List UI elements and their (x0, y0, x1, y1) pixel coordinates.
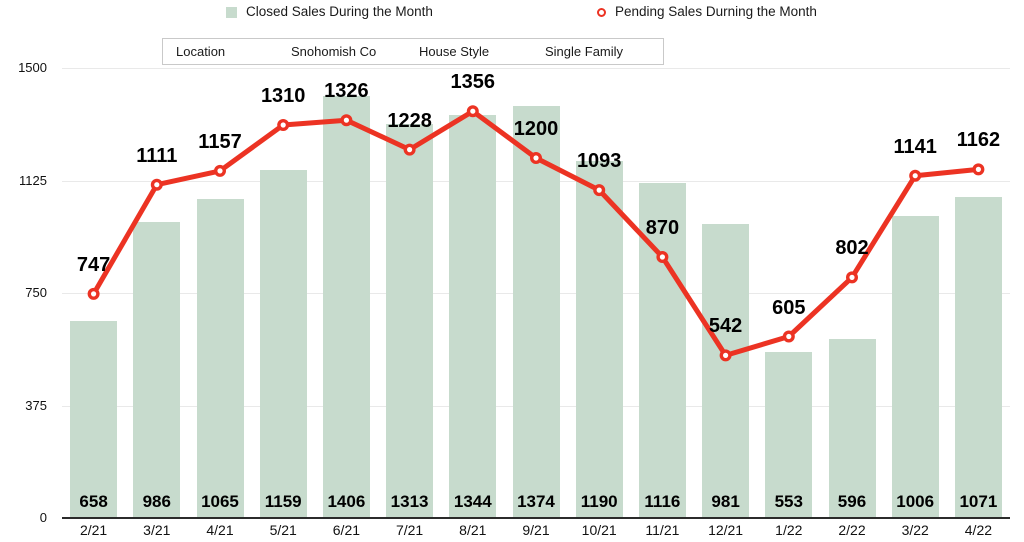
legend-item-closed-sales: Closed Sales During the Month (226, 3, 433, 21)
x-tick-label: 1/22 (775, 522, 803, 538)
bar (196, 198, 244, 518)
bar-value-label: 1190 (580, 492, 618, 511)
line-point-label: 1228 (387, 109, 432, 132)
line-point-label: 1326 (324, 80, 369, 103)
bar-value-label: 1344 (453, 492, 492, 511)
line-point-label: 1200 (513, 118, 559, 140)
line-point-label: 605 (772, 296, 806, 319)
bar-value-label: 1406 (327, 492, 366, 511)
x-tick-label: 3/22 (901, 522, 929, 538)
bar-value-label: 986 (142, 492, 171, 511)
y-tick-label: 1500 (18, 60, 47, 75)
bar (133, 222, 181, 518)
bar-value-label: 596 (837, 492, 867, 511)
legend-item-pending-sales: Pending Sales Durning the Month (597, 3, 817, 21)
legend-label-closed-sales: Closed Sales During the Month (246, 4, 433, 19)
x-axis-line (62, 517, 1010, 519)
line-point-label: 1310 (260, 85, 306, 107)
x-tick-label: 4/21 (206, 522, 234, 538)
line-point-label: 802 (835, 237, 869, 260)
bar (70, 320, 118, 518)
line-point-marker (972, 163, 985, 176)
x-tick-label: 4/22 (964, 522, 993, 538)
y-tick-label: 375 (25, 397, 47, 413)
line-point-label: 747 (76, 253, 111, 276)
line-point-label: 542 (708, 315, 743, 338)
line-point-label: 1356 (450, 71, 496, 94)
line-point-marker (277, 118, 290, 131)
bar (449, 114, 497, 518)
y-tick-label: 750 (25, 285, 47, 300)
y-tick-label: 1125 (19, 172, 47, 188)
x-tick-label: 6/21 (332, 522, 361, 538)
pending-sales-marker-icon (597, 7, 606, 17)
line-point-label: 1111 (136, 144, 178, 167)
bar-value-label: 1065 (201, 492, 239, 511)
bar (259, 170, 307, 518)
y-tick-label: 0 (39, 510, 47, 525)
x-tick-label: 3/21 (143, 522, 171, 538)
x-tick-label: 7/21 (395, 522, 424, 538)
line-point-label: 1162 (956, 129, 1001, 152)
legend-label-pending-sales: Pending Sales Durning the Month (615, 4, 817, 19)
line-point-marker (782, 330, 795, 343)
bar-value-label: 1159 (264, 492, 302, 511)
bar-value-label: 1116 (644, 492, 681, 511)
bar (891, 216, 939, 518)
x-tick-label: 8/21 (459, 522, 487, 538)
bar (512, 105, 560, 518)
filter-location-label: Location (176, 44, 226, 59)
line-point-label: 870 (645, 217, 680, 239)
x-tick-label: 10/21 (581, 522, 617, 538)
line-point-label: 1093 (576, 150, 622, 173)
bar (322, 96, 370, 518)
bar (386, 124, 434, 518)
x-tick-label: 9/21 (522, 522, 550, 538)
closed-sales-swatch-icon (226, 6, 237, 18)
x-tick-label: 12/21 (708, 522, 744, 538)
x-tick-label: 2/21 (79, 522, 108, 538)
x-tick-label: 11/21 (645, 522, 680, 538)
bar-value-label: 1313 (390, 492, 429, 511)
filter-location-value: Snohomish Co (291, 44, 377, 59)
line-point-marker (213, 164, 226, 177)
line-point-marker (909, 169, 922, 182)
bar-value-label: 1374 (517, 492, 555, 511)
line-point-label: 1141 (893, 135, 937, 158)
line-point-marker (150, 178, 163, 191)
bar (575, 161, 623, 518)
bar (702, 223, 750, 518)
filter-house-style-value: Single Family (545, 44, 624, 59)
x-tick-label: 2/22 (838, 522, 866, 538)
bar-value-label: 981 (711, 492, 740, 511)
bar-value-label: 658 (79, 492, 108, 511)
x-tick-label: 5/21 (269, 522, 297, 538)
bar (954, 196, 1002, 518)
bar (765, 352, 813, 518)
chart-filters-table: Location Snohomish Co House Style Single… (162, 38, 664, 65)
line-point-marker (846, 271, 859, 284)
gridline (62, 68, 1010, 69)
filter-house-style-label: House Style (419, 44, 490, 59)
bar-value-label: 1071 (959, 492, 998, 511)
line-point-label: 1157 (198, 130, 242, 153)
bar-value-label: 553 (774, 492, 803, 511)
bar-value-label: 1006 (896, 492, 935, 511)
bar (828, 339, 876, 518)
